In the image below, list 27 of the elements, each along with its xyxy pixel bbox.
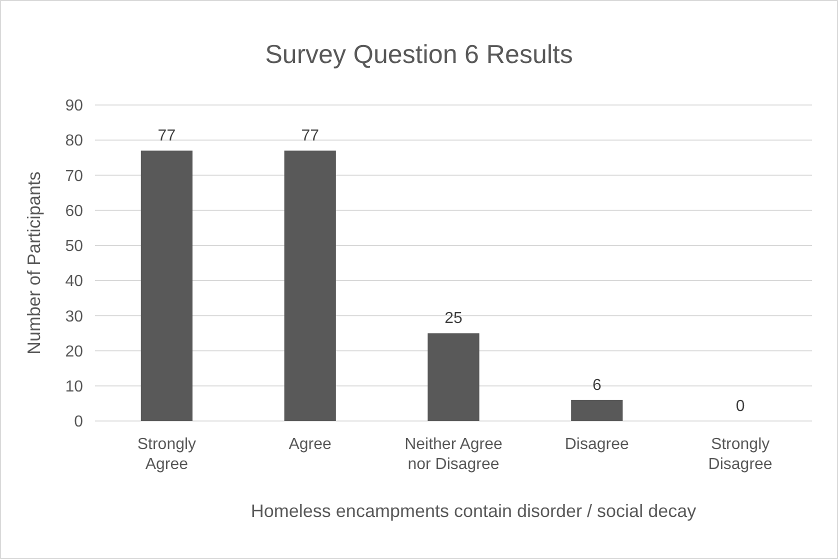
x-tick-label: Strongly Disagree (708, 436, 772, 473)
data-label: 6 (592, 376, 602, 394)
y-tick-label: 60 (65, 202, 84, 220)
y-tick-label: 80 (65, 132, 84, 150)
y-tick-label: 20 (65, 343, 84, 360)
y-tick-label: 0 (74, 414, 84, 431)
data-label: 77 (158, 128, 176, 145)
y-tick-label: 30 (65, 308, 84, 326)
y-tick-label: 10 (65, 378, 84, 396)
chart-title: Survey Question 6 Results (265, 39, 573, 69)
y-axis-title: Number of Participants (24, 171, 44, 355)
x-tick-label: Strongly Agree (137, 436, 196, 473)
y-tick-label: 50 (65, 238, 84, 256)
y-tick-label: 70 (65, 168, 84, 185)
y-tick-label: 40 (65, 273, 84, 290)
data-label: 25 (444, 310, 462, 328)
x-tick-label: Neither Agree nor Disagree (404, 436, 503, 473)
bar (571, 400, 623, 421)
data-label: 0 (736, 398, 745, 415)
x-axis-title: Homeless encampments contain disorder / social decay (250, 501, 696, 521)
x-tick-label: Disagree (564, 436, 630, 453)
y-tick-label: 90 (65, 98, 84, 115)
bar (428, 333, 480, 421)
bar (140, 150, 193, 421)
x-tick-label: Agree (288, 436, 332, 453)
data-label: 77 (301, 128, 320, 145)
bar (284, 150, 336, 421)
